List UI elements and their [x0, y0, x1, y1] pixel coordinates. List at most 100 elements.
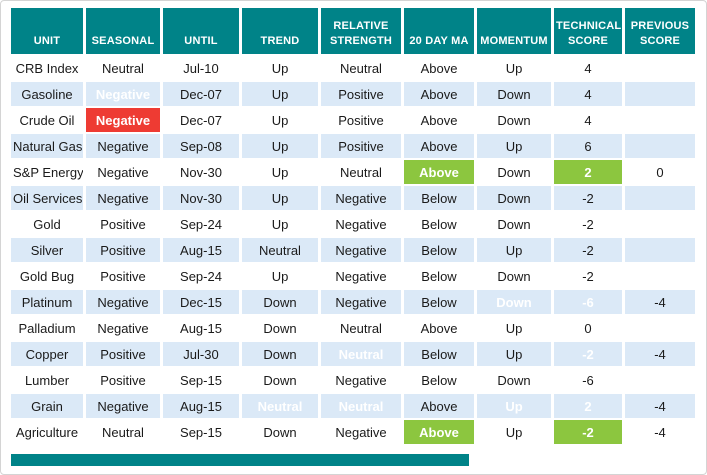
table-cell: Above	[404, 316, 474, 340]
table-cell: Jul-30	[163, 342, 239, 366]
table-cell: Negative	[86, 316, 160, 340]
table-cell: Below	[404, 186, 474, 210]
table-cell: Negative	[321, 290, 401, 314]
table-cell: Positive	[86, 238, 160, 262]
table-cell: Dec-07	[163, 82, 239, 106]
table-cell: Up	[242, 212, 318, 236]
unit-cell: Silver	[11, 238, 83, 262]
table-cell: 2	[554, 160, 622, 184]
table-cell: Nov-30	[163, 160, 239, 184]
table-cell	[625, 56, 695, 80]
table-cell: -4	[625, 290, 695, 314]
table-cell: Sep-15	[163, 368, 239, 392]
table-cell: Neutral	[86, 56, 160, 80]
unit-cell: Copper	[11, 342, 83, 366]
table-cell: Down	[477, 264, 551, 288]
unit-cell: Grain	[11, 394, 83, 418]
table-header: UNIT SEASONAL UNTIL TREND RELATIVE STRENGTH 2…	[11, 8, 695, 54]
table-cell: Aug-15	[163, 238, 239, 262]
table-row-lumber: Lumber Positive Sep-15 Down Negative Below Dow…	[11, 368, 695, 392]
table-cell: -6	[554, 290, 622, 314]
table-row-oil-services: Oil Services Negative Nov-30 Up Negative Belo…	[11, 186, 695, 210]
table-cell: Neutral	[242, 394, 318, 418]
table-cell: Neutral	[321, 316, 401, 340]
table-cell: Positive	[86, 368, 160, 392]
table-cell: Nov-30	[163, 186, 239, 210]
table-cell: Positive	[86, 342, 160, 366]
table-cell: Down	[477, 160, 551, 184]
table-cell: Up	[477, 134, 551, 158]
table-cell: Positive	[321, 82, 401, 106]
unit-cell: Oil Services	[11, 186, 83, 210]
table-cell: Dec-07	[163, 108, 239, 132]
table-cell	[625, 82, 695, 106]
column-header-seasonal: SEASONAL	[86, 8, 160, 54]
table-cell: Down	[242, 368, 318, 392]
table-cell: Neutral	[86, 420, 160, 444]
table-cell	[625, 108, 695, 132]
table-cell: Neutral	[321, 394, 401, 418]
table-cell: Below	[404, 212, 474, 236]
table-cell: 4	[554, 108, 622, 132]
table-cell	[625, 368, 695, 392]
table-row-crude-oil: Crude Oil Negative Dec-07 Up Positive Above Do…	[11, 108, 695, 132]
table-cell: Above	[404, 56, 474, 80]
table-cell: 0	[554, 316, 622, 340]
table-row-s-p-energy: S&P Energy Negative Nov-30 Up Neutral Above Do…	[11, 160, 695, 184]
table-cell: Positive	[86, 212, 160, 236]
table-cell: Down	[242, 316, 318, 340]
column-header-momentum: MOMENTUM	[477, 8, 551, 54]
table-cell: -6	[554, 368, 622, 392]
table-cell: Negative	[321, 212, 401, 236]
table-cell: Up	[242, 56, 318, 80]
table-cell: Negative	[86, 186, 160, 210]
table-cell: Negative	[86, 134, 160, 158]
table-row-silver: Silver Positive Aug-15 Neutral Negative Below…	[11, 238, 695, 262]
table-cell: Negative	[86, 394, 160, 418]
table-row-gasoline: Gasoline Negative Dec-07 Up Positive Above Dow…	[11, 82, 695, 106]
table-cell: Down	[477, 186, 551, 210]
table-cell: Up	[242, 264, 318, 288]
table-cell: Negative	[86, 82, 160, 106]
table-cell: Down	[242, 420, 318, 444]
table-row-agriculture: Agriculture Neutral Sep-15 Down Negative Abov…	[11, 420, 695, 444]
table-cell: Above	[404, 394, 474, 418]
column-header-unit: UNIT	[11, 8, 83, 54]
table-row-grain: Grain Negative Aug-15 Neutral Neutral Above Up…	[11, 394, 695, 418]
unit-cell: Gasoline	[11, 82, 83, 106]
table-cell: Below	[404, 342, 474, 366]
table-cell	[625, 264, 695, 288]
table-cell: Aug-15	[163, 394, 239, 418]
table-cell: Sep-15	[163, 420, 239, 444]
table-cell: Up	[477, 342, 551, 366]
unit-cell: Agriculture	[11, 420, 83, 444]
table-cell	[625, 238, 695, 262]
table-cell: Above	[404, 134, 474, 158]
unit-cell: CRB Index	[11, 56, 83, 80]
unit-cell: S&P Energy	[11, 160, 83, 184]
table-cell: Up	[242, 186, 318, 210]
table-cell: Neutral	[242, 238, 318, 262]
table-cell: -4	[625, 342, 695, 366]
table-cell: Positive	[86, 264, 160, 288]
column-header-20-day-ma: 20 DAY MA	[404, 8, 474, 54]
column-header-relative-strength: RELATIVE STRENGTH	[321, 8, 401, 54]
table-cell	[625, 212, 695, 236]
unit-cell: Platinum	[11, 290, 83, 314]
unit-cell: Natural Gas	[11, 134, 83, 158]
table-cell: Below	[404, 264, 474, 288]
table-cell: Negative	[321, 264, 401, 288]
table-row-natural-gas: Natural Gas Negative Sep-08 Up Positive Above…	[11, 134, 695, 158]
column-header-technical-score: TECHNICAL SCORE	[554, 8, 622, 54]
table-row-palladium: Palladium Negative Aug-15 Down Neutral Above U…	[11, 316, 695, 340]
table-cell: Down	[477, 368, 551, 392]
table-cell: Negative	[321, 186, 401, 210]
table-cell: Up	[477, 238, 551, 262]
table-cell: Up	[477, 56, 551, 80]
table-cell: -2	[554, 264, 622, 288]
table-cell: Negative	[321, 368, 401, 392]
table-cell: Up	[477, 316, 551, 340]
table-cell: Sep-24	[163, 264, 239, 288]
unit-cell: Crude Oil	[11, 108, 83, 132]
